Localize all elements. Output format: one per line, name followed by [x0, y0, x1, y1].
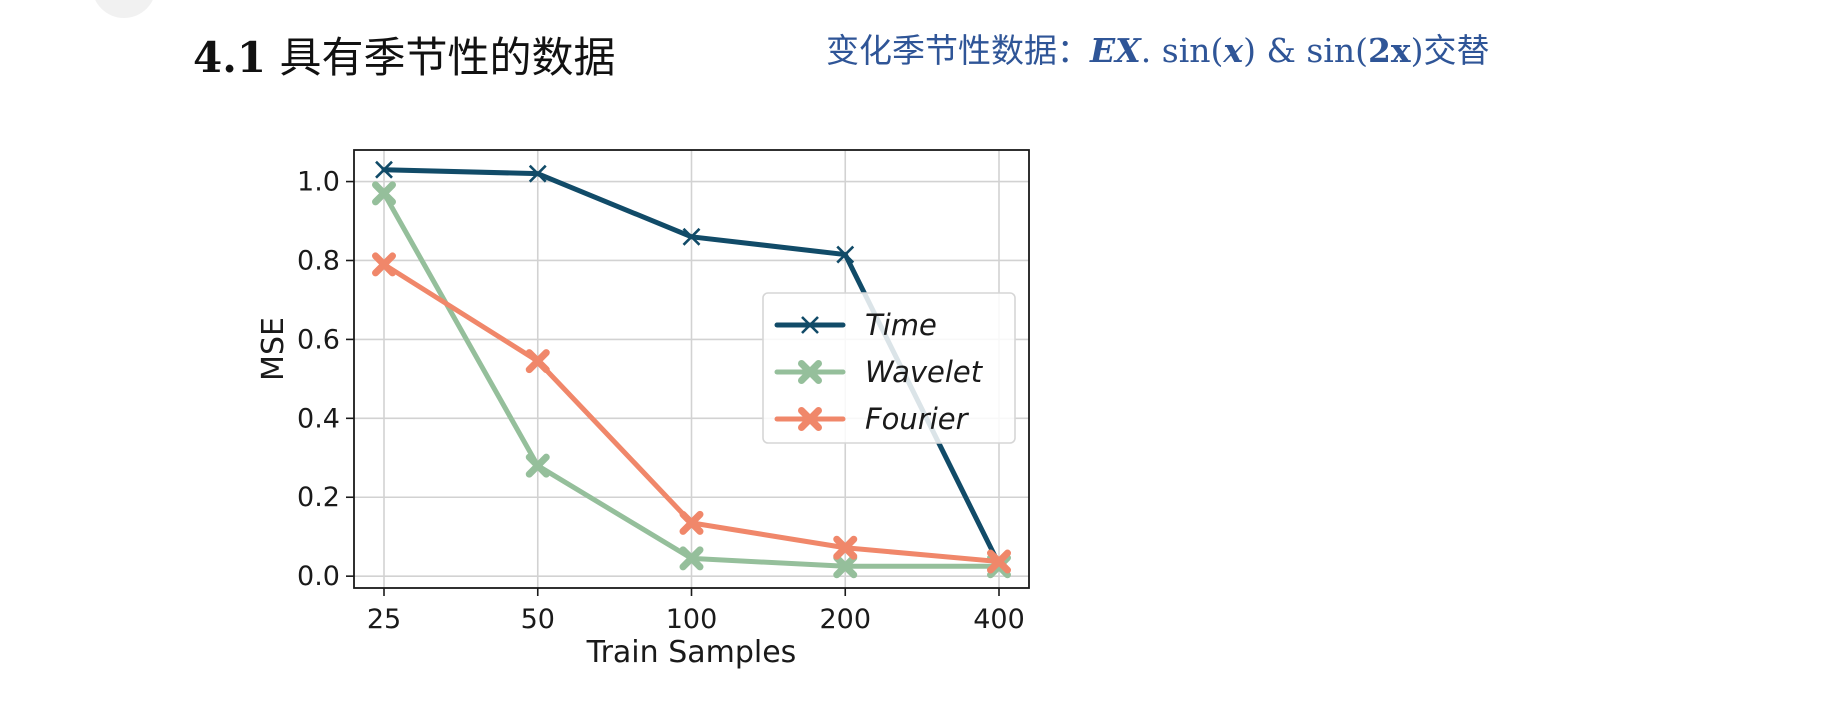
series-time-marker	[836, 245, 855, 264]
legend-fourier-label: Fourier	[865, 402, 970, 436]
series-time-marker	[375, 160, 393, 179]
corner-decoration	[92, 0, 156, 18]
y-tick-label: 1.0	[297, 167, 340, 198]
y-tick-label: 0.0	[297, 561, 340, 592]
legend: Time Wavelet Fourier	[762, 292, 1016, 444]
y-axis-label: MSE	[256, 317, 291, 381]
x-tick-label: 100	[666, 604, 718, 635]
subtitle-sin2-arg: 2x	[1367, 31, 1411, 70]
x-tick-label: 200	[819, 604, 871, 635]
legend-wavelet-label: Wavelet	[865, 355, 984, 389]
x-tick-label: 50	[521, 604, 555, 635]
series-wavelet-marker	[525, 453, 550, 478]
series-wavelet	[372, 181, 1011, 579]
slide-title-text: 具有季节性的数据	[279, 33, 616, 82]
legend-time-marker	[801, 316, 819, 334]
subtitle-sin2-fn: sin(	[1306, 31, 1368, 70]
y-tick-label: 0.4	[297, 403, 340, 434]
series-fourier-marker	[372, 252, 396, 277]
subtitle-amp: &	[1266, 31, 1296, 70]
legend-fourier-marker	[798, 407, 822, 431]
legend-box	[762, 292, 1016, 444]
legend-wavelet-marker	[798, 360, 822, 384]
subtitle-ex: EX	[1090, 31, 1141, 70]
subtitle-sin1-arg: x	[1223, 31, 1244, 70]
subtitle-prefix: 变化季节性数据：	[826, 31, 1090, 70]
series-fourier-marker	[987, 549, 1011, 574]
series-fourier-marker	[679, 510, 704, 535]
axes: 25 50 100 200 400 0.0 0.2 0.4 0.6 0.8 1.0	[297, 167, 1025, 635]
subtitle-suffix: 交替	[1423, 31, 1490, 70]
series-time-marker	[682, 227, 701, 246]
y-tick-label: 0.6	[297, 324, 340, 355]
subtitle-sin1-close: )	[1243, 31, 1256, 70]
subtitle-sin2-close: )	[1410, 31, 1424, 70]
series-wavelet-marker	[833, 554, 858, 579]
series-fourier-marker	[833, 535, 858, 560]
y-tick-label: 0.2	[297, 482, 340, 513]
y-tick-label: 0.8	[297, 245, 340, 276]
grid-lines	[354, 150, 1029, 588]
series-fourier-marker	[525, 349, 550, 374]
series-fourier	[372, 252, 1011, 574]
x-tick-label: 25	[367, 604, 401, 635]
series-time-marker	[528, 164, 547, 183]
slide-title: 4.1 具有季节性的数据	[193, 24, 615, 85]
x-tick-label: 400	[973, 604, 1025, 635]
series-wavelet-marker	[679, 546, 704, 571]
subtitle-dot: .	[1140, 31, 1152, 70]
slide-title-number: 4.1	[193, 33, 267, 82]
subtitle-sin1-fn: sin(	[1161, 31, 1224, 70]
slide-subtitle: 变化季节性数据：EX. sin(x) & sin(2x)交替	[826, 24, 1489, 72]
series-wavelet-marker	[372, 181, 396, 206]
x-axis-label: Train Samples	[586, 635, 797, 670]
legend-time-label: Time	[865, 308, 937, 342]
